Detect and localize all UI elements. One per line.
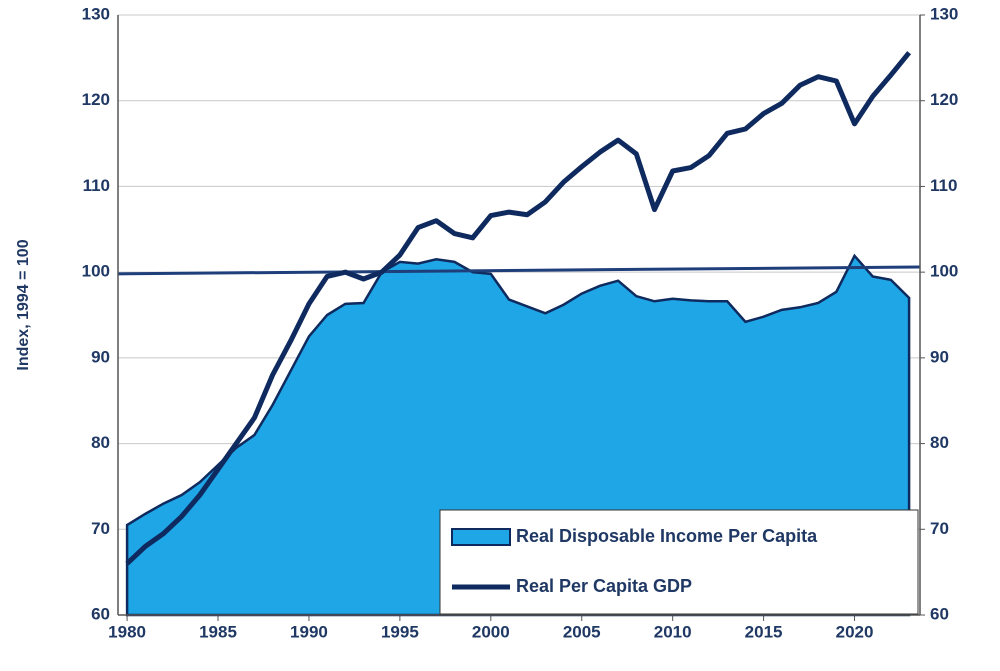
trend-line <box>117 265 921 276</box>
x-tick-label: 1985 <box>199 622 237 641</box>
y-tick-label: 100 <box>82 262 110 281</box>
y-tick-label: 120 <box>82 90 110 109</box>
x-tick-label: 1980 <box>108 622 146 641</box>
y2-tick-label: 70 <box>930 519 949 538</box>
y2-tick-label: 100 <box>930 262 958 281</box>
y2-tick-label: 130 <box>930 4 958 23</box>
x-tick-label: 2020 <box>836 622 874 641</box>
x-tick-label: 2000 <box>472 622 510 641</box>
legend-label: Real Per Capita GDP <box>516 576 692 596</box>
legend-label: Real Disposable Income Per Capita <box>516 526 818 546</box>
legend-swatch <box>451 528 511 546</box>
y2-tick-label: 110 <box>930 176 957 195</box>
y-tick-label: 110 <box>83 176 110 195</box>
y-axis-label: Index, 1994 = 100 <box>15 239 32 370</box>
y2-tick-label: 60 <box>930 604 949 623</box>
y-tick-label: 70 <box>91 519 110 538</box>
x-tick-label: 2015 <box>745 622 783 641</box>
x-tick-label: 1990 <box>290 622 328 641</box>
y-tick-label: 90 <box>91 347 110 366</box>
y-tick-label: 80 <box>91 433 110 452</box>
y2-tick-label: 80 <box>930 433 949 452</box>
x-tick-label: 1995 <box>381 622 419 641</box>
x-tick-label: 2010 <box>654 622 692 641</box>
y-tick-label: 130 <box>82 4 110 23</box>
gdp-line <box>125 51 912 566</box>
legend-box <box>439 509 919 615</box>
y-tick-label: 60 <box>91 604 110 623</box>
x-tick-label: 2005 <box>563 622 601 641</box>
y2-tick-label: 120 <box>930 90 958 109</box>
y2-tick-label: 90 <box>930 347 949 366</box>
